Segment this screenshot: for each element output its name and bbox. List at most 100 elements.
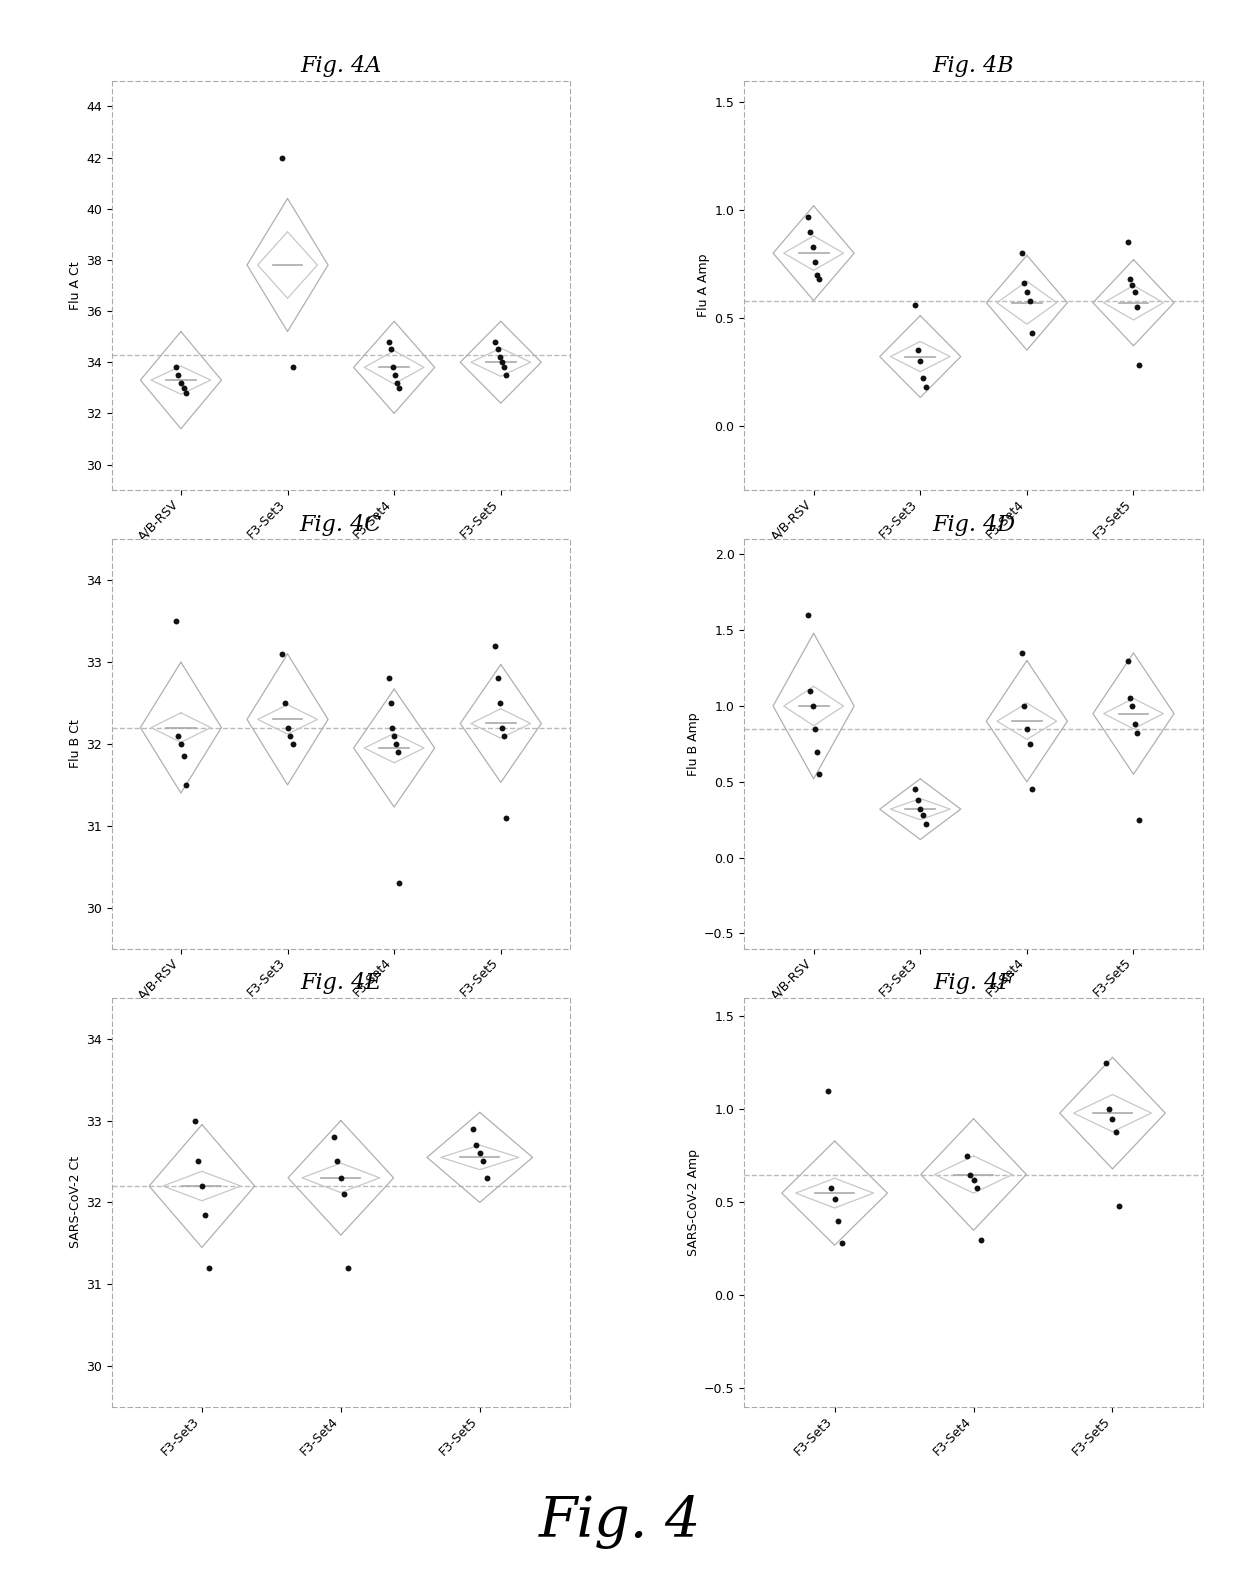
Point bbox=[1019, 288, 1039, 314]
Point bbox=[802, 234, 822, 260]
Point bbox=[174, 743, 193, 768]
Point bbox=[278, 714, 298, 740]
Point bbox=[171, 371, 191, 396]
Point bbox=[176, 380, 196, 406]
Point bbox=[494, 722, 513, 748]
Point bbox=[387, 371, 407, 396]
Point bbox=[490, 691, 510, 716]
Point bbox=[1012, 241, 1032, 266]
Point bbox=[196, 1202, 216, 1228]
Point bbox=[494, 355, 513, 380]
Text: Fig. 4B: Fig. 4B bbox=[932, 55, 1014, 78]
Point bbox=[379, 665, 399, 691]
Y-axis label: SARS-CoV-2 Ct: SARS-CoV-2 Ct bbox=[69, 1156, 82, 1248]
Point bbox=[1022, 776, 1042, 802]
Point bbox=[280, 722, 300, 748]
Point bbox=[490, 344, 510, 369]
Point bbox=[905, 291, 925, 317]
Point bbox=[821, 1175, 841, 1201]
Point bbox=[198, 1255, 218, 1280]
Point bbox=[171, 732, 191, 757]
Point bbox=[1127, 721, 1147, 746]
Point bbox=[1128, 808, 1148, 833]
Point bbox=[1012, 640, 1032, 665]
Point bbox=[382, 714, 402, 740]
Point bbox=[389, 871, 409, 897]
Point bbox=[807, 261, 827, 287]
Point bbox=[188, 1148, 208, 1174]
Point bbox=[463, 1117, 482, 1142]
Point bbox=[1122, 694, 1142, 719]
Point bbox=[185, 1107, 205, 1133]
Point bbox=[492, 714, 512, 740]
Point bbox=[174, 375, 193, 401]
Point bbox=[466, 1133, 486, 1158]
Point bbox=[324, 1125, 343, 1150]
Point bbox=[1106, 1118, 1126, 1144]
Point bbox=[388, 740, 408, 765]
Point bbox=[275, 691, 295, 716]
Point bbox=[492, 350, 512, 375]
Point bbox=[1102, 1106, 1122, 1131]
Point bbox=[337, 1255, 357, 1280]
Point bbox=[1014, 694, 1034, 719]
Point bbox=[808, 266, 828, 291]
Point bbox=[910, 797, 930, 822]
Point bbox=[474, 1148, 494, 1174]
Point bbox=[905, 776, 925, 802]
Point bbox=[1019, 732, 1039, 757]
Point bbox=[477, 1166, 497, 1191]
Y-axis label: Flu B Ct: Flu B Ct bbox=[69, 719, 82, 768]
Point bbox=[1125, 279, 1145, 304]
Point bbox=[383, 355, 403, 380]
Point bbox=[1121, 266, 1141, 291]
Point bbox=[908, 337, 928, 363]
Point bbox=[327, 1148, 347, 1174]
Point bbox=[386, 363, 405, 388]
Point bbox=[379, 329, 399, 355]
Point bbox=[169, 722, 188, 748]
Point bbox=[957, 1144, 977, 1169]
Point bbox=[1118, 648, 1138, 673]
Point bbox=[808, 762, 828, 787]
Point bbox=[273, 144, 293, 169]
Point bbox=[1128, 353, 1148, 379]
Point bbox=[960, 1161, 980, 1186]
Point bbox=[166, 608, 186, 634]
Point bbox=[487, 665, 507, 691]
Point bbox=[470, 1140, 490, 1166]
Y-axis label: Flu A Amp: Flu A Amp bbox=[697, 253, 711, 317]
Point bbox=[908, 787, 928, 813]
Point bbox=[1017, 716, 1037, 741]
Point bbox=[1125, 711, 1145, 737]
Point bbox=[971, 1228, 991, 1253]
Point bbox=[801, 219, 821, 244]
Point bbox=[487, 337, 507, 363]
Point bbox=[176, 773, 196, 798]
Y-axis label: Flu B Amp: Flu B Amp bbox=[687, 713, 699, 776]
Point bbox=[273, 642, 293, 667]
Point bbox=[386, 732, 405, 757]
Point bbox=[1127, 295, 1147, 320]
Text: Fig. 4F: Fig. 4F bbox=[934, 973, 1014, 995]
Point bbox=[805, 716, 825, 741]
Point bbox=[331, 1166, 351, 1191]
Point bbox=[799, 204, 818, 230]
Point bbox=[496, 363, 516, 388]
Point bbox=[389, 375, 409, 401]
Point bbox=[1122, 272, 1142, 298]
Text: Fig. 4D: Fig. 4D bbox=[932, 513, 1016, 535]
Point bbox=[1017, 279, 1037, 304]
Point bbox=[915, 374, 935, 399]
Point bbox=[799, 602, 818, 627]
Point bbox=[384, 722, 404, 748]
Point bbox=[486, 634, 506, 659]
Point bbox=[1096, 1050, 1116, 1076]
Point bbox=[801, 678, 821, 703]
Point bbox=[1099, 1096, 1118, 1121]
Point bbox=[381, 337, 401, 363]
Point bbox=[335, 1182, 355, 1207]
Point bbox=[1022, 320, 1042, 345]
Point bbox=[486, 329, 506, 355]
Point bbox=[169, 363, 188, 388]
